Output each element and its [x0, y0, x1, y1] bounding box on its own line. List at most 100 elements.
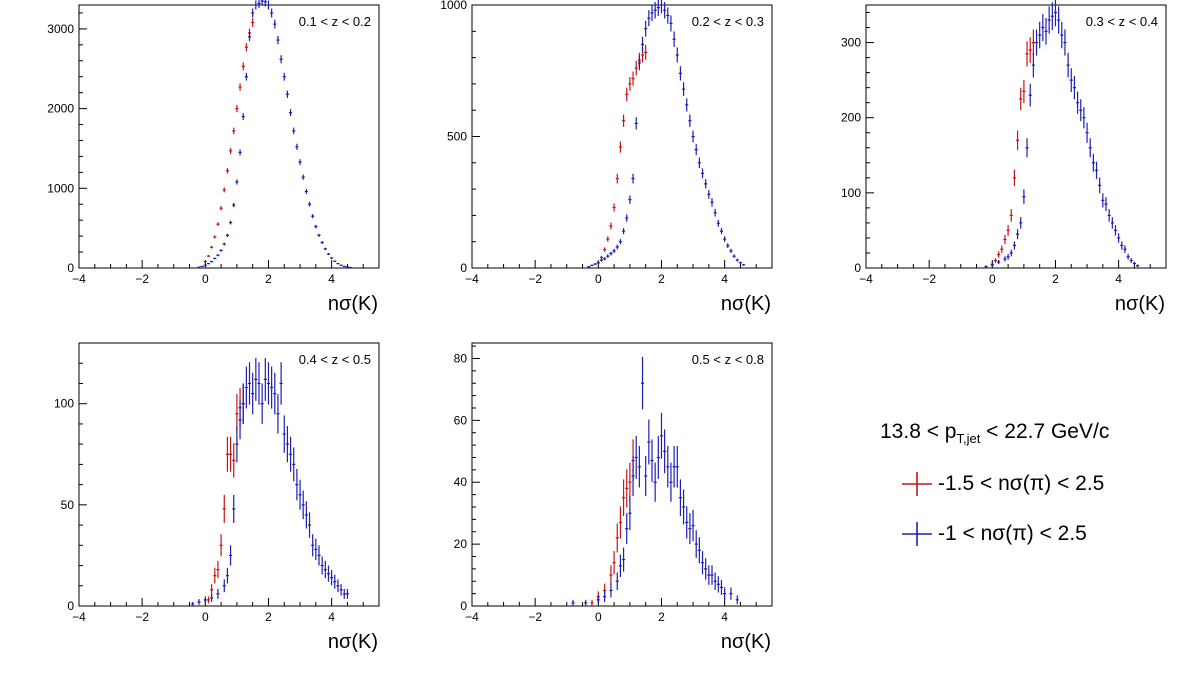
- data-point: [685, 98, 689, 112]
- data-point: [1120, 241, 1124, 250]
- data-point: [222, 494, 226, 523]
- plot-frame: [471, 4, 773, 269]
- data-point: [742, 263, 746, 266]
- series-blue: [984, 0, 1140, 268]
- data-point: [292, 127, 296, 135]
- data-point: [656, 0, 660, 16]
- data-point: [571, 599, 575, 606]
- x-tick-label: 2: [1052, 272, 1059, 286]
- data-point: [644, 44, 648, 60]
- data-point: [729, 587, 733, 600]
- x-axis-title: nσ(K): [721, 293, 771, 315]
- data-point: [584, 599, 588, 606]
- data-point: [304, 501, 308, 529]
- data-point: [320, 556, 324, 575]
- plot-frame: [78, 342, 380, 607]
- data-point: [716, 219, 720, 227]
- data-point: [263, 358, 267, 401]
- data-point: [685, 506, 689, 539]
- data-point: [213, 257, 217, 260]
- data-point: [596, 595, 600, 605]
- data-point: [232, 202, 236, 208]
- data-point: [628, 195, 632, 204]
- data-point: [609, 583, 613, 598]
- x-axis: −4 −2 0 2 4 nσ(K): [465, 260, 773, 315]
- data-point: [625, 513, 629, 545]
- data-point: [1009, 249, 1013, 257]
- data-point: [590, 599, 594, 606]
- data-point: [244, 72, 248, 81]
- data-point: [229, 147, 233, 154]
- data-point: [1057, 6, 1061, 34]
- data-point: [1022, 189, 1026, 204]
- data-point: [1012, 169, 1016, 187]
- data-point: [606, 236, 610, 242]
- x-tick-label: 2: [265, 272, 272, 286]
- data-point: [225, 167, 229, 174]
- data-point: [612, 248, 616, 254]
- y-tick-label: 500: [447, 130, 467, 144]
- data-point: [266, 362, 271, 405]
- data-point: [206, 596, 211, 604]
- data-point: [216, 254, 220, 257]
- y-tick-label: 1000: [440, 0, 467, 12]
- data-point: [984, 265, 988, 268]
- data-point: [251, 372, 255, 415]
- data-point: [1113, 225, 1118, 236]
- data-point: [298, 159, 302, 165]
- data-point: [241, 62, 245, 71]
- data-point: [235, 179, 239, 185]
- data-point: [615, 572, 619, 590]
- data-point: [993, 258, 998, 263]
- data-point: [634, 60, 638, 76]
- series-red: [203, 18, 255, 263]
- data-point: [235, 426, 239, 463]
- data-point: [333, 574, 337, 589]
- data-point: [688, 114, 692, 127]
- data-point: [1063, 29, 1067, 56]
- x-tick-label: 2: [658, 610, 665, 624]
- x-axis-title: nσ(K): [721, 631, 771, 653]
- y-axis: 0 500 1000: [440, 0, 480, 275]
- data-point: [238, 400, 242, 440]
- x-tick-label: −4: [465, 272, 479, 286]
- data-point: [1028, 37, 1032, 63]
- data-point: [251, 8, 255, 18]
- data-point: [723, 236, 727, 242]
- data-point: [659, 412, 664, 459]
- legend-label-blue: -1 < nσ(π) < 2.5: [938, 522, 1087, 545]
- data-point: [210, 245, 214, 249]
- data-point: [1085, 122, 1089, 143]
- x-tick-label: −4: [72, 272, 86, 286]
- x-tick-label: 4: [328, 272, 335, 286]
- data-point: [618, 239, 622, 245]
- panel-2: −4 −2 0 2 4 nσ(K) 0 500 1000 0.2 < z < 0.3: [440, 0, 773, 315]
- data-point: [609, 251, 613, 256]
- plot-frame: [78, 4, 380, 269]
- data-point: [666, 446, 670, 488]
- y-tick-label: 60: [454, 413, 468, 427]
- data-point: [1016, 130, 1020, 151]
- data-point: [1104, 197, 1108, 212]
- data-point: [314, 224, 318, 229]
- data-point: [345, 588, 349, 599]
- y-tick-label: 0: [67, 261, 74, 275]
- data-point: [191, 601, 195, 606]
- x-tick-label: 4: [721, 272, 728, 286]
- data-point: [342, 265, 346, 268]
- data-point: [997, 251, 1001, 258]
- data-point: [625, 214, 629, 222]
- data-point: [229, 545, 233, 566]
- data-point: [1031, 29, 1035, 56]
- data-point: [320, 241, 324, 244]
- data-point: [1025, 138, 1029, 158]
- data-point: [710, 198, 714, 207]
- panel-1: −4 −2 0 2 4 nσ(K) 0 1000 2000 3000 0.1 < z < 0.2: [47, 0, 380, 315]
- data-point: [213, 235, 217, 239]
- x-tick-label: 4: [721, 610, 728, 624]
- data-point: [1091, 153, 1095, 172]
- panel-3: −4 −2 0 2 4 nσ(K) 0 100 200 300 0.3 < z < 0.4: [841, 0, 1167, 315]
- data-point: [222, 187, 226, 193]
- data-point: [659, 0, 664, 14]
- data-point: [314, 538, 318, 561]
